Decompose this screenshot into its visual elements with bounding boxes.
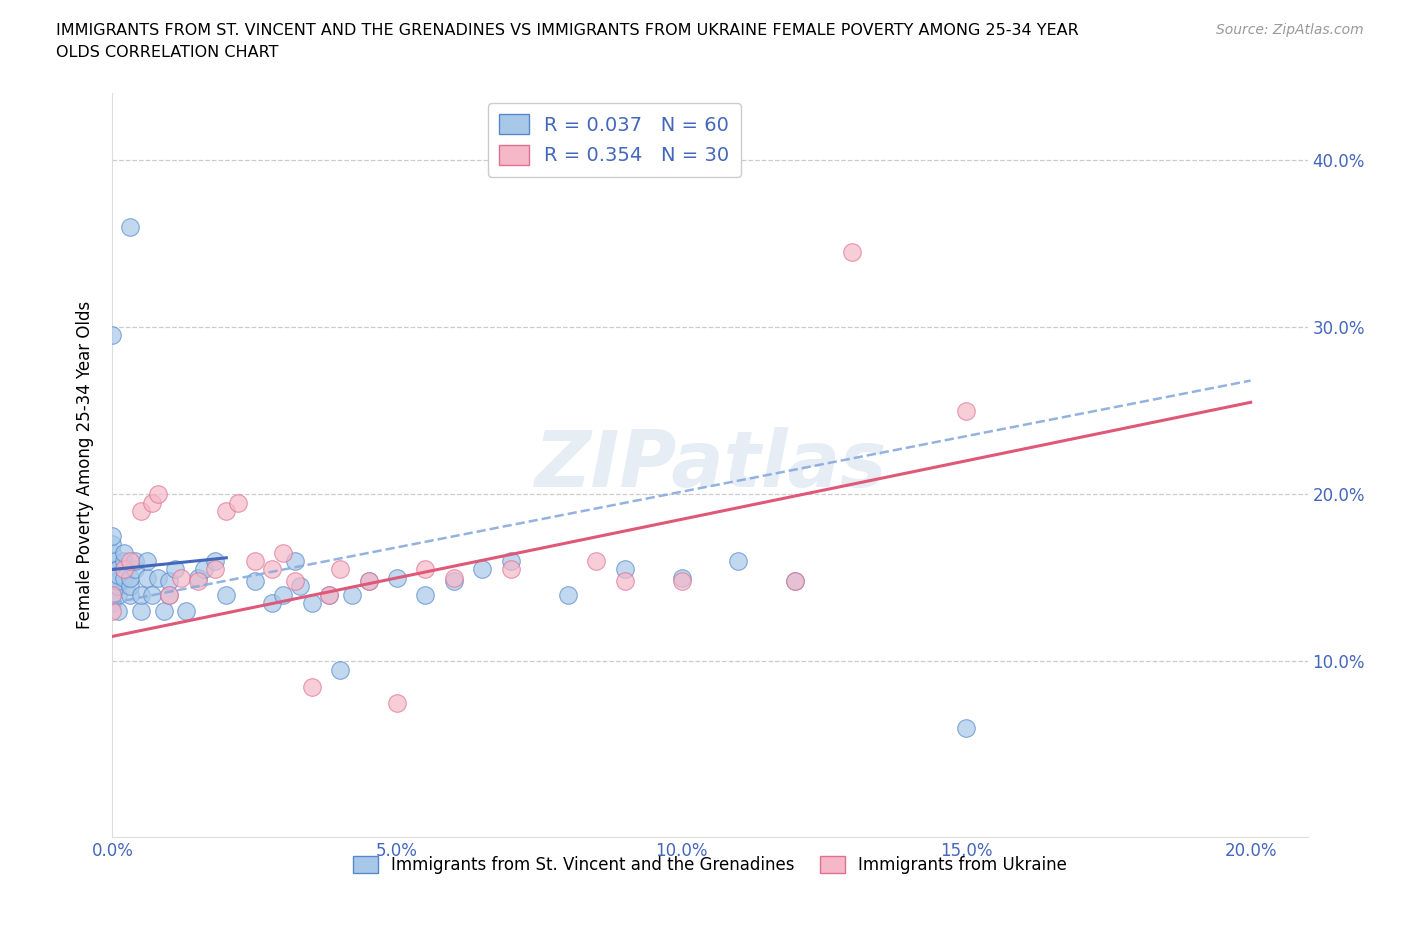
Point bbox=[170, 570, 193, 585]
Point bbox=[260, 595, 283, 610]
Point bbox=[118, 570, 141, 585]
Point bbox=[118, 219, 141, 234]
Point bbox=[385, 570, 408, 585]
Point bbox=[129, 503, 152, 518]
Point bbox=[187, 570, 209, 585]
Point bbox=[955, 721, 977, 736]
Point bbox=[613, 562, 636, 577]
Point bbox=[107, 562, 129, 577]
Point bbox=[101, 595, 124, 610]
Point bbox=[204, 553, 226, 568]
Point bbox=[215, 587, 238, 602]
Point bbox=[124, 553, 146, 568]
Point bbox=[215, 503, 238, 518]
Point bbox=[841, 245, 863, 259]
Point bbox=[101, 570, 124, 585]
Point bbox=[443, 570, 465, 585]
Point bbox=[357, 574, 380, 589]
Point bbox=[101, 587, 124, 602]
Point bbox=[101, 528, 124, 543]
Point bbox=[165, 562, 187, 577]
Text: ZIPatlas: ZIPatlas bbox=[534, 427, 886, 503]
Point bbox=[112, 570, 135, 585]
Point bbox=[415, 562, 437, 577]
Point bbox=[284, 553, 307, 568]
Point bbox=[118, 578, 141, 593]
Point bbox=[671, 574, 693, 589]
Point bbox=[243, 553, 266, 568]
Point bbox=[499, 553, 522, 568]
Point bbox=[107, 587, 129, 602]
Point bbox=[101, 578, 124, 593]
Point bbox=[101, 578, 124, 593]
Point bbox=[101, 328, 124, 343]
Point bbox=[101, 604, 124, 618]
Point bbox=[118, 587, 141, 602]
Point bbox=[357, 574, 380, 589]
Point bbox=[671, 570, 693, 585]
Point bbox=[101, 553, 124, 568]
Point bbox=[187, 574, 209, 589]
Point bbox=[146, 570, 169, 585]
Y-axis label: Female Poverty Among 25-34 Year Olds: Female Poverty Among 25-34 Year Olds bbox=[76, 301, 94, 629]
Point bbox=[471, 562, 494, 577]
Legend: Immigrants from St. Vincent and the Grenadines, Immigrants from Ukraine: Immigrants from St. Vincent and the Gren… bbox=[346, 849, 1074, 881]
Point bbox=[141, 495, 163, 510]
Point bbox=[101, 587, 124, 602]
Point bbox=[157, 587, 180, 602]
Point bbox=[301, 595, 323, 610]
Point bbox=[385, 696, 408, 711]
Point bbox=[112, 562, 135, 577]
Point bbox=[301, 679, 323, 694]
Point bbox=[260, 562, 283, 577]
Point bbox=[107, 567, 129, 582]
Point bbox=[271, 545, 294, 560]
Point bbox=[318, 587, 340, 602]
Point bbox=[499, 562, 522, 577]
Point bbox=[101, 545, 124, 560]
Point bbox=[785, 574, 807, 589]
Point bbox=[157, 587, 180, 602]
Point bbox=[157, 574, 180, 589]
Point bbox=[146, 486, 169, 501]
Point bbox=[101, 537, 124, 551]
Point bbox=[112, 553, 135, 568]
Point bbox=[415, 587, 437, 602]
Point bbox=[329, 662, 352, 677]
Point bbox=[785, 574, 807, 589]
Point bbox=[112, 545, 135, 560]
Point bbox=[107, 578, 129, 593]
Point bbox=[204, 562, 226, 577]
Point bbox=[107, 574, 129, 589]
Point bbox=[340, 587, 363, 602]
Point bbox=[329, 562, 352, 577]
Text: IMMIGRANTS FROM ST. VINCENT AND THE GRENADINES VS IMMIGRANTS FROM UKRAINE FEMALE: IMMIGRANTS FROM ST. VINCENT AND THE GREN… bbox=[56, 23, 1078, 38]
Point bbox=[443, 574, 465, 589]
Point bbox=[557, 587, 579, 602]
Point bbox=[727, 553, 749, 568]
Point bbox=[613, 574, 636, 589]
Point bbox=[129, 587, 152, 602]
Text: Source: ZipAtlas.com: Source: ZipAtlas.com bbox=[1216, 23, 1364, 37]
Point bbox=[101, 562, 124, 577]
Point bbox=[243, 574, 266, 589]
Point bbox=[193, 562, 215, 577]
Point bbox=[135, 570, 157, 585]
Point bbox=[129, 604, 152, 618]
Point bbox=[107, 604, 129, 618]
Point bbox=[176, 604, 198, 618]
Point bbox=[226, 495, 249, 510]
Point bbox=[118, 553, 141, 568]
Point bbox=[135, 553, 157, 568]
Point bbox=[290, 578, 312, 593]
Point bbox=[141, 587, 163, 602]
Point bbox=[284, 574, 307, 589]
Point bbox=[124, 562, 146, 577]
Point bbox=[585, 553, 607, 568]
Point bbox=[318, 587, 340, 602]
Text: OLDS CORRELATION CHART: OLDS CORRELATION CHART bbox=[56, 45, 278, 60]
Point bbox=[152, 604, 174, 618]
Point bbox=[955, 404, 977, 418]
Point bbox=[271, 587, 294, 602]
